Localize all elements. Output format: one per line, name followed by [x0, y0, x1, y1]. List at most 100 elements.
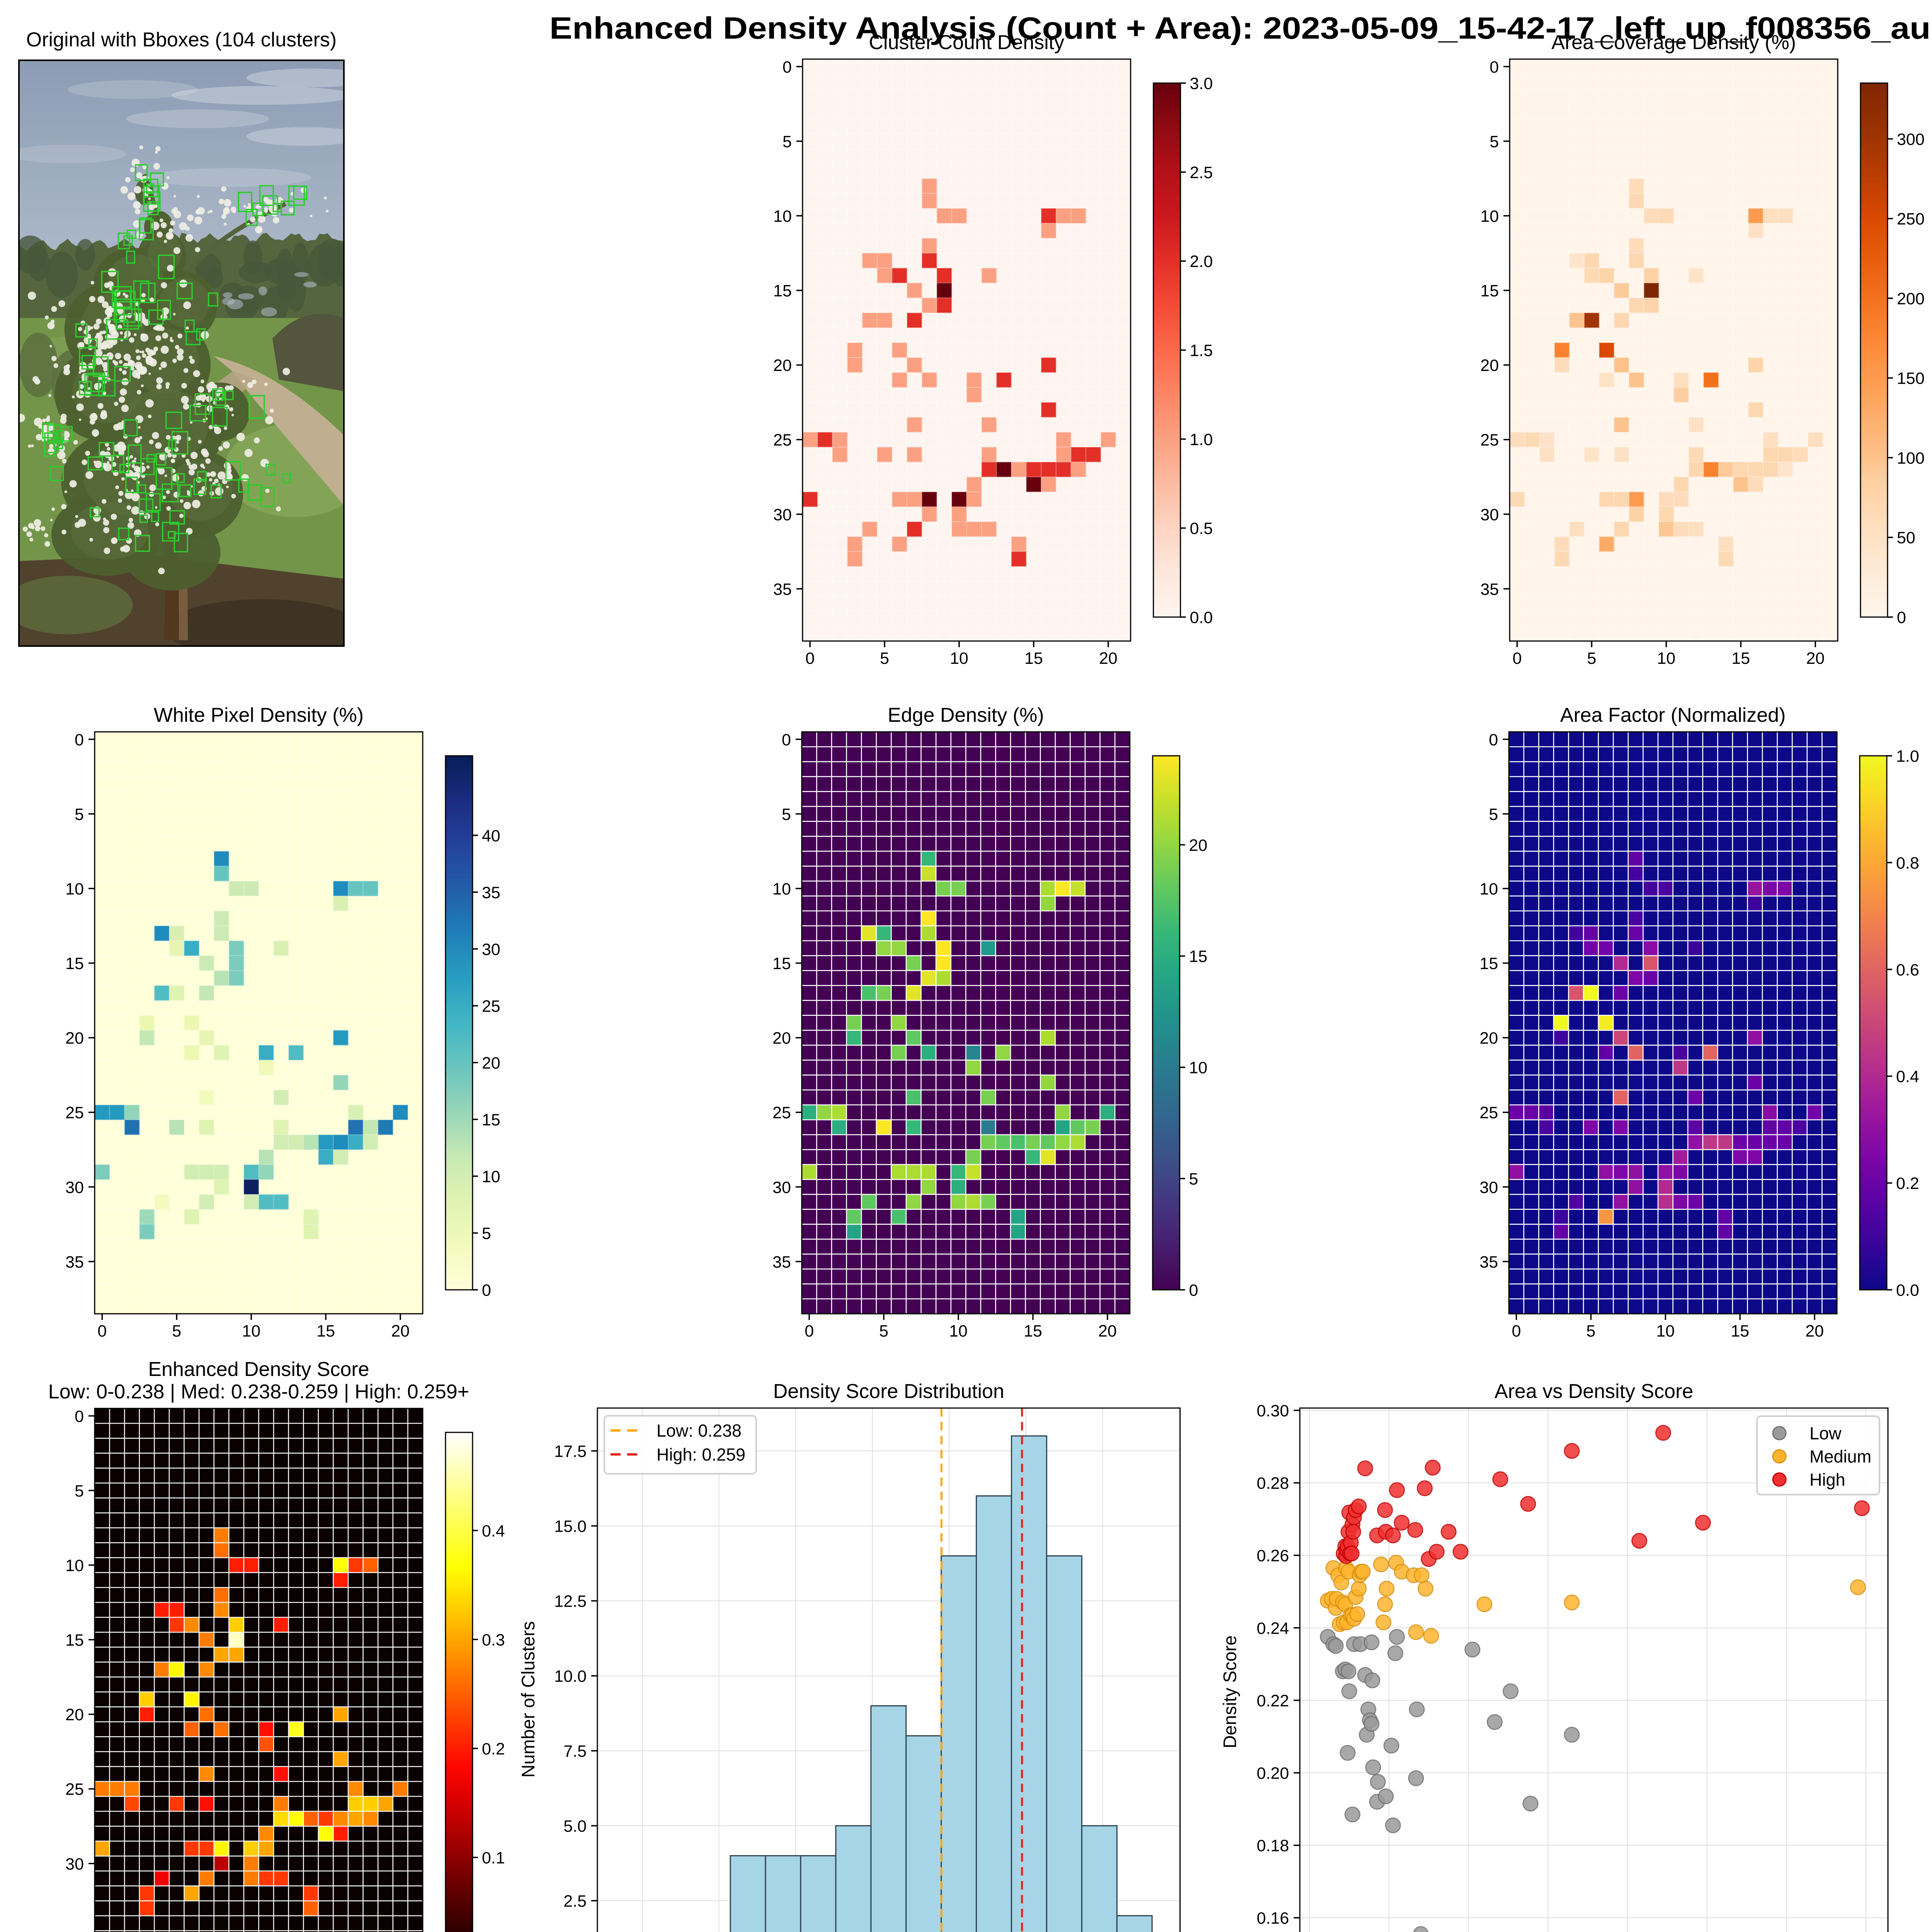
svg-text:20: 20 [773, 356, 792, 375]
svg-text:0: 0 [1512, 649, 1522, 668]
svg-text:5: 5 [1489, 805, 1498, 824]
svg-text:5: 5 [782, 133, 792, 151]
svg-text:High: 0.259: High: 0.259 [656, 1445, 745, 1464]
svg-text:10: 10 [1657, 649, 1675, 668]
svg-text:5: 5 [172, 1322, 181, 1340]
svg-text:15: 15 [773, 282, 792, 300]
svg-text:3.0: 3.0 [1190, 74, 1213, 93]
svg-text:White Pixel Density (%): White Pixel Density (%) [154, 704, 364, 726]
svg-text:25: 25 [1480, 431, 1499, 449]
svg-text:2.5: 2.5 [563, 1892, 587, 1910]
svg-text:20: 20 [65, 1029, 84, 1048]
svg-text:15: 15 [316, 1322, 335, 1340]
svg-text:5: 5 [75, 805, 84, 824]
svg-text:0: 0 [75, 1407, 84, 1426]
svg-text:0.26: 0.26 [1257, 1547, 1289, 1565]
svg-text:15: 15 [1024, 649, 1043, 668]
svg-text:0.4: 0.4 [1896, 1068, 1919, 1086]
svg-text:15: 15 [65, 954, 84, 973]
svg-text:50: 50 [1897, 529, 1915, 547]
svg-text:20: 20 [391, 1322, 410, 1340]
svg-text:0.2: 0.2 [1896, 1174, 1919, 1193]
svg-text:10: 10 [1480, 207, 1499, 226]
svg-text:15: 15 [1189, 947, 1208, 966]
svg-text:0: 0 [782, 58, 792, 77]
svg-text:0: 0 [1490, 58, 1499, 77]
svg-text:0: 0 [75, 731, 84, 749]
svg-text:5: 5 [1586, 1322, 1595, 1340]
svg-text:High: High [1810, 1470, 1845, 1490]
svg-text:12.5: 12.5 [554, 1592, 587, 1611]
svg-text:35: 35 [65, 1253, 84, 1271]
svg-text:Enhanced Density Score: Enhanced Density Score [148, 1358, 369, 1381]
svg-text:15: 15 [772, 954, 791, 973]
svg-text:25: 25 [772, 1104, 791, 1122]
svg-text:10: 10 [65, 1556, 84, 1575]
svg-text:Edge Density (%): Edge Density (%) [888, 704, 1044, 726]
svg-text:25: 25 [773, 431, 792, 449]
svg-text:20: 20 [1189, 836, 1208, 855]
svg-text:35: 35 [772, 1253, 791, 1271]
svg-text:0: 0 [1897, 608, 1906, 627]
svg-text:0.0: 0.0 [1896, 1281, 1919, 1299]
svg-text:0: 0 [805, 649, 815, 668]
svg-text:10: 10 [65, 880, 84, 898]
svg-text:0.8: 0.8 [1896, 854, 1919, 872]
svg-text:35: 35 [1480, 580, 1499, 599]
svg-text:Medium: Medium [1810, 1447, 1871, 1466]
svg-text:35: 35 [65, 1929, 84, 1932]
svg-text:Density Score Distribution: Density Score Distribution [773, 1380, 1004, 1403]
svg-text:0: 0 [482, 1281, 491, 1299]
svg-text:0.16: 0.16 [1257, 1909, 1289, 1928]
svg-text:0: 0 [97, 1322, 107, 1340]
svg-text:0.6: 0.6 [1896, 961, 1919, 979]
svg-text:20: 20 [772, 1029, 791, 1048]
svg-text:15: 15 [1731, 1322, 1749, 1340]
svg-text:1.0: 1.0 [1896, 747, 1919, 765]
svg-text:5: 5 [75, 1482, 84, 1500]
svg-text:2.5: 2.5 [1190, 163, 1213, 182]
svg-text:5.0: 5.0 [563, 1817, 587, 1835]
svg-text:10: 10 [772, 880, 791, 898]
svg-text:17.5: 17.5 [554, 1442, 587, 1461]
svg-text:0.30: 0.30 [1257, 1401, 1289, 1420]
svg-text:1.5: 1.5 [1190, 341, 1213, 360]
svg-text:Area Factor (Normalized): Area Factor (Normalized) [1560, 704, 1786, 726]
svg-text:Density Score: Density Score [1219, 1635, 1240, 1748]
svg-text:0: 0 [804, 1322, 814, 1340]
svg-text:Low: 0.238: Low: 0.238 [656, 1421, 742, 1440]
svg-text:0.28: 0.28 [1257, 1474, 1289, 1493]
svg-text:30: 30 [65, 1855, 84, 1873]
svg-text:5: 5 [482, 1224, 491, 1243]
svg-text:0: 0 [1512, 1322, 1521, 1340]
svg-text:25: 25 [1480, 1104, 1498, 1122]
svg-text:15: 15 [65, 1631, 84, 1650]
svg-text:20: 20 [1098, 1322, 1117, 1340]
svg-text:7.5: 7.5 [563, 1742, 587, 1760]
svg-text:1.0: 1.0 [1190, 430, 1213, 449]
svg-text:25: 25 [65, 1780, 84, 1799]
svg-text:15.0: 15.0 [554, 1517, 587, 1536]
svg-text:25: 25 [65, 1104, 84, 1122]
svg-text:30: 30 [772, 1178, 791, 1197]
svg-text:35: 35 [773, 580, 792, 599]
svg-text:Cluster Count Density: Cluster Count Density [869, 31, 1065, 54]
svg-text:5: 5 [1189, 1170, 1198, 1189]
svg-text:40: 40 [482, 827, 500, 845]
svg-text:Number of Clusters: Number of Clusters [518, 1621, 538, 1778]
svg-text:0.3: 0.3 [482, 1631, 505, 1649]
svg-text:0: 0 [1489, 731, 1498, 749]
svg-text:10: 10 [242, 1322, 260, 1340]
svg-text:Original with Bboxes (104 clus: Original with Bboxes (104 clusters) [26, 29, 337, 51]
svg-text:Area vs Density Score: Area vs Density Score [1495, 1380, 1693, 1403]
svg-text:30: 30 [1480, 1178, 1498, 1197]
svg-text:5: 5 [782, 805, 791, 824]
svg-text:10: 10 [1656, 1322, 1675, 1340]
svg-text:0.18: 0.18 [1257, 1837, 1289, 1855]
svg-text:15: 15 [1480, 954, 1498, 973]
svg-text:0.22: 0.22 [1257, 1692, 1289, 1710]
svg-text:10: 10 [1480, 880, 1498, 898]
svg-text:0.20: 0.20 [1257, 1764, 1289, 1782]
svg-text:300: 300 [1897, 130, 1925, 149]
svg-text:100: 100 [1897, 449, 1925, 468]
